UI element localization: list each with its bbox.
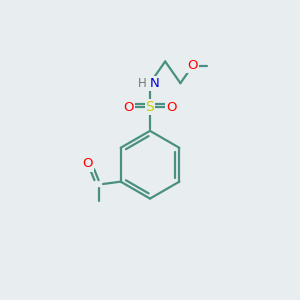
Text: O: O <box>82 158 93 170</box>
Text: O: O <box>166 101 176 114</box>
Text: O: O <box>187 59 198 72</box>
Text: H: H <box>137 77 146 90</box>
Text: O: O <box>124 101 134 114</box>
Text: N: N <box>149 77 159 90</box>
Text: S: S <box>146 100 154 114</box>
